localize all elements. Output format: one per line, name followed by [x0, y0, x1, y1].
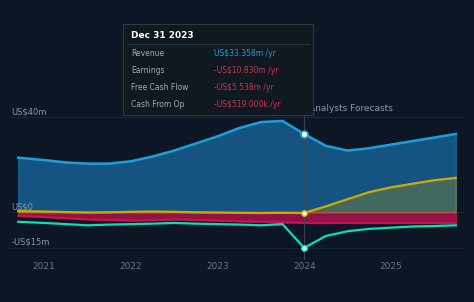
Text: US$40m: US$40m	[11, 107, 46, 116]
Text: -US$519.000k /yr: -US$519.000k /yr	[214, 100, 281, 109]
Text: Past: Past	[277, 104, 299, 113]
Text: Cash From Op: Cash From Op	[131, 100, 184, 109]
Text: US$33.358m /yr: US$33.358m /yr	[214, 49, 276, 58]
Text: US$0: US$0	[11, 202, 33, 211]
Text: -US$5.538m /yr: -US$5.538m /yr	[214, 83, 274, 92]
Text: Analysts Forecasts: Analysts Forecasts	[310, 104, 393, 113]
Text: Earnings: Earnings	[131, 66, 164, 75]
Text: Dec 31 2023: Dec 31 2023	[131, 31, 193, 40]
Text: Revenue: Revenue	[131, 49, 164, 58]
Text: -US$10.830m /yr: -US$10.830m /yr	[214, 66, 279, 75]
Text: -US$15m: -US$15m	[11, 238, 50, 247]
Text: Free Cash Flow: Free Cash Flow	[131, 83, 188, 92]
